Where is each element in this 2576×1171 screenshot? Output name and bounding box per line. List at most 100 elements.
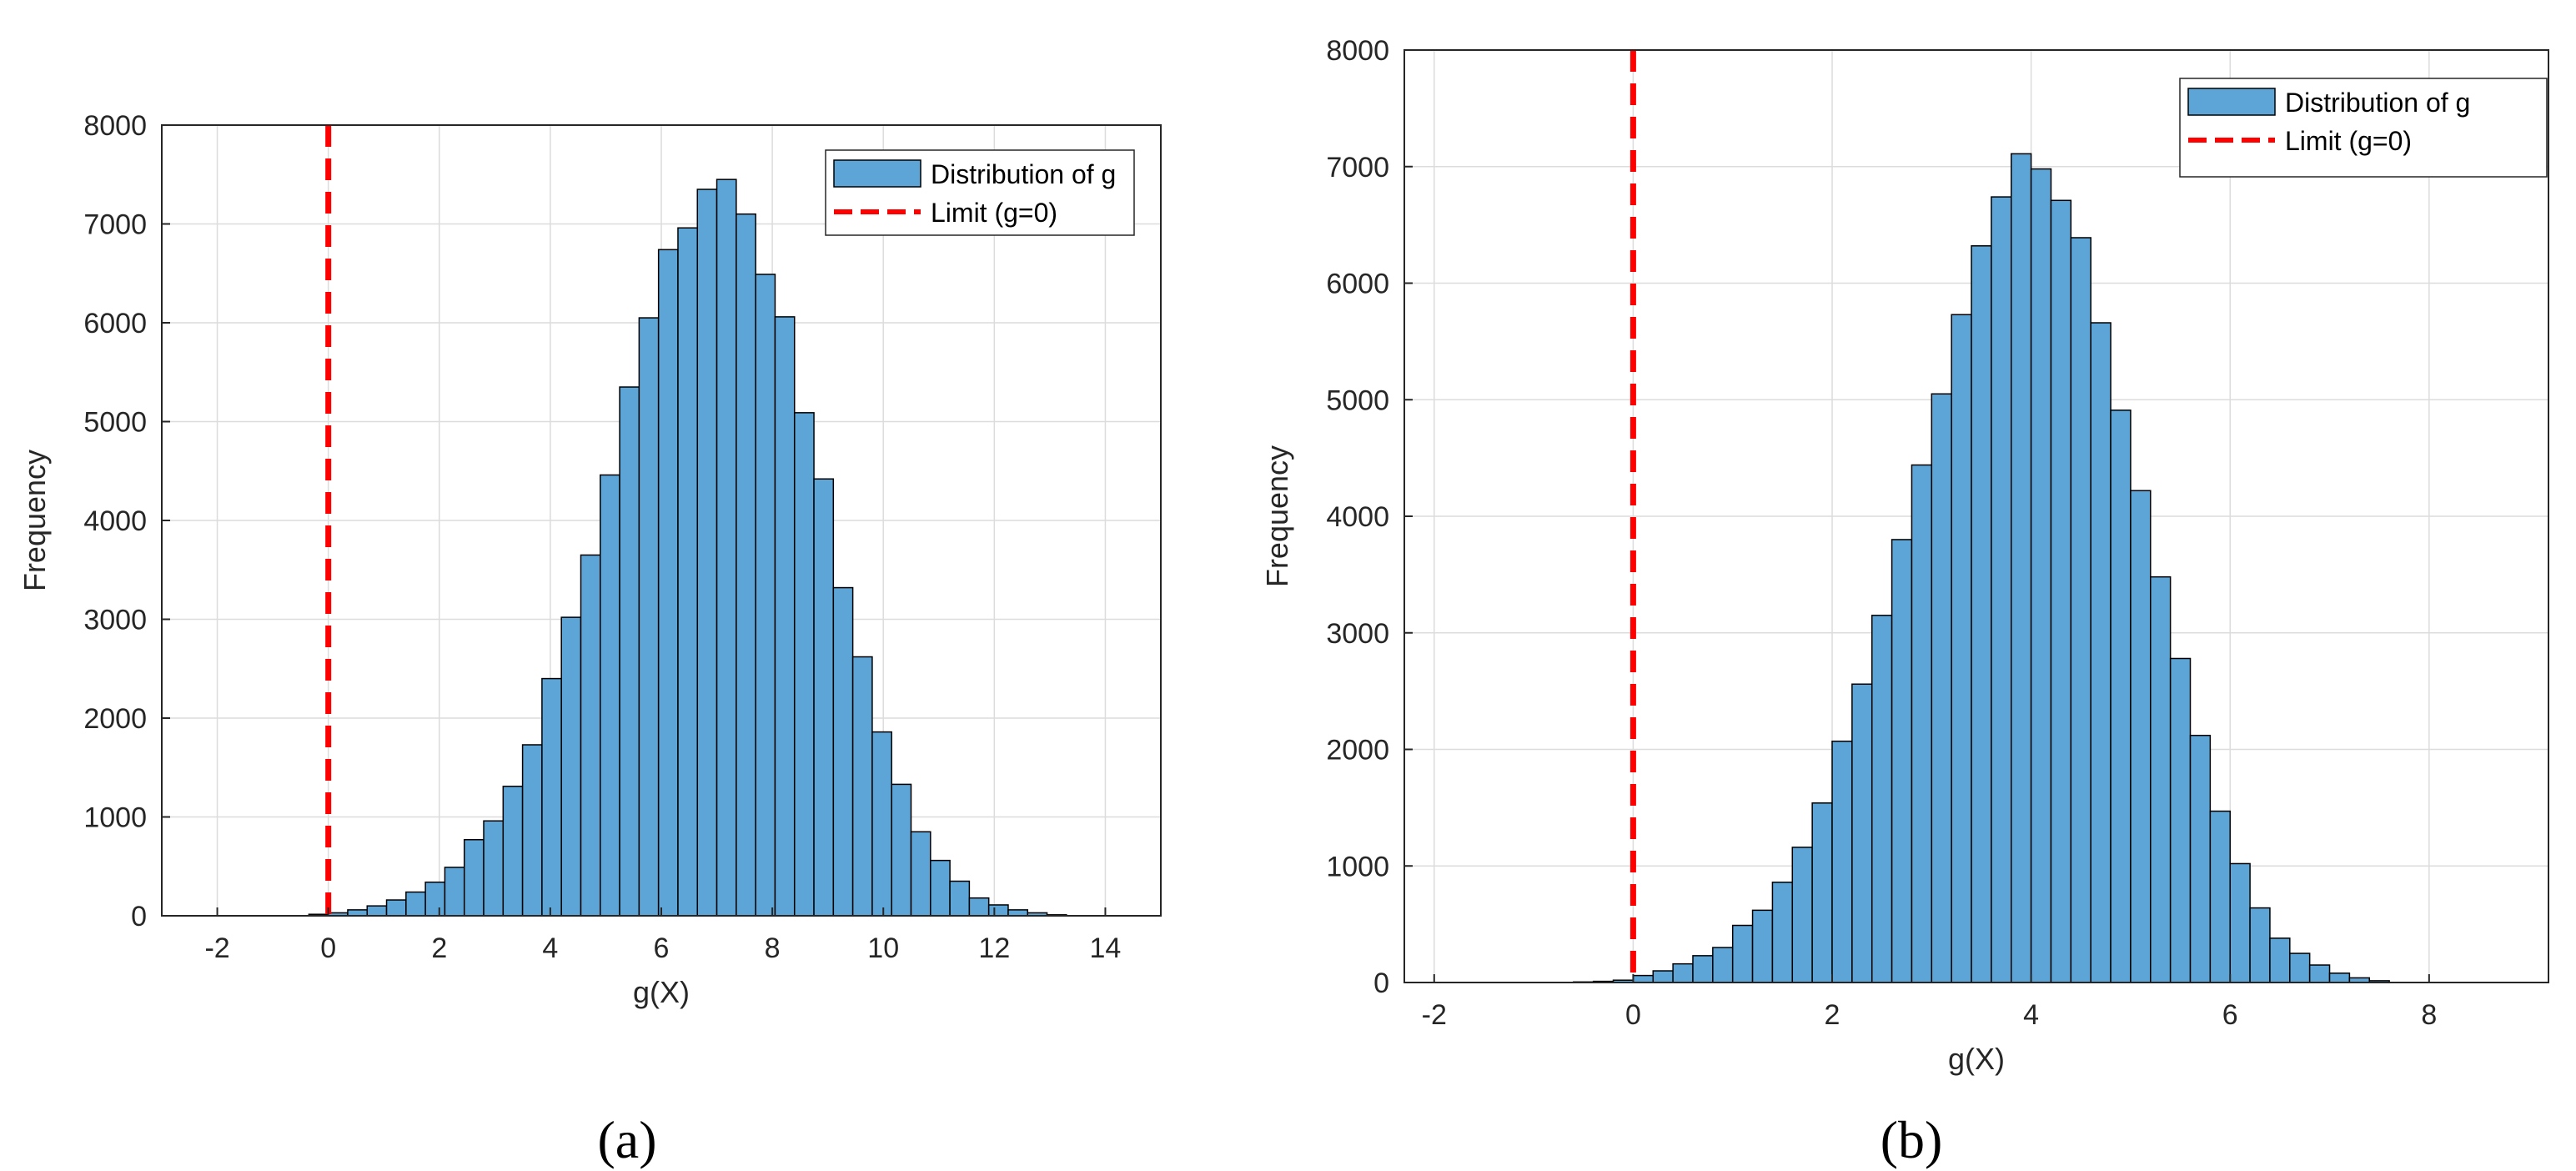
y-tick-label: 8000 xyxy=(1326,35,1389,67)
legend-entry-limit: Limit (g=0) xyxy=(931,198,1057,228)
histogram-bar xyxy=(1791,847,1813,983)
legend-bar-swatch xyxy=(2187,88,2276,116)
y-tick-label: 4000 xyxy=(1326,501,1389,533)
histogram-bar xyxy=(1751,909,1774,983)
x-ticks: -2 0 2 4 6 8 xyxy=(1422,974,2437,1031)
chart-b: -2 0 2 4 6 8 0 1000 2000 3000 4000 5000 6000 7000 800… xyxy=(1260,35,2549,1169)
histogram-bar xyxy=(1771,882,1794,983)
x-tick-label: 12 xyxy=(978,932,1010,964)
x-tick-label: 2 xyxy=(1825,999,1840,1031)
legend-entry-limit: Limit (g=0) xyxy=(2285,126,2412,156)
y-tick-label: 4000 xyxy=(83,505,147,537)
histogram-bar xyxy=(1991,196,2012,983)
histogram-bar xyxy=(444,867,465,917)
x-axis-label: g(X) xyxy=(633,975,690,1009)
histogram-bar xyxy=(736,213,756,917)
y-tick-label: 5000 xyxy=(83,407,147,439)
histogram-bar xyxy=(1652,970,1674,983)
histogram-bar xyxy=(2070,237,2091,983)
histogram-bar xyxy=(619,386,640,917)
histogram-bar xyxy=(1712,947,1734,983)
x-tick-label: 8 xyxy=(2421,999,2437,1031)
y-tick-label: 0 xyxy=(131,901,147,932)
histogram-bar xyxy=(1870,615,1893,983)
legend: Distribution of g Limit (g=0) xyxy=(825,149,1135,236)
y-tick-label: 7000 xyxy=(1326,152,1389,183)
histogram-bar xyxy=(1851,683,1873,983)
histogram-bar xyxy=(1632,974,1655,983)
histogram-bar xyxy=(2189,734,2212,983)
x-tick-label: 4 xyxy=(542,932,558,964)
histogram-bar xyxy=(949,880,971,917)
histogram-bar xyxy=(521,744,543,917)
histogram-bar xyxy=(2150,575,2172,983)
histogram-bar xyxy=(405,891,426,917)
histogram-bar xyxy=(1911,464,1933,983)
histogram-bar xyxy=(2050,199,2072,983)
x-axis-label: g(X) xyxy=(1948,1042,2005,1076)
histogram-bar xyxy=(385,899,407,917)
histogram-bar xyxy=(871,731,892,917)
histogram-bar xyxy=(1731,924,1754,983)
histogram-bar xyxy=(930,859,951,917)
x-ticks: -2 0 2 4 6 8 10 12 14 xyxy=(204,907,1121,964)
histogram-bar xyxy=(1891,539,1913,983)
histogram-bar xyxy=(2110,410,2132,983)
x-tick-label: 0 xyxy=(1625,999,1641,1031)
panel-label-b: (b) xyxy=(1881,1110,1943,1169)
histogram-bar xyxy=(657,249,679,917)
y-ticks: 0 1000 2000 3000 4000 5000 6000 7000 8000 xyxy=(1326,35,1413,999)
histogram-bar xyxy=(2030,168,2052,983)
x-tick-label: 6 xyxy=(654,932,670,964)
y-tick-label: 6000 xyxy=(83,308,147,339)
histogram-bar xyxy=(2328,972,2351,983)
x-tick-label: 10 xyxy=(867,932,899,964)
histogram-bar xyxy=(716,178,737,917)
histogram-bar xyxy=(1007,909,1029,917)
legend: Distribution of g Limit (g=0) xyxy=(2179,78,2548,178)
histogram-bar xyxy=(677,227,699,917)
histogram-bar xyxy=(1831,740,1853,983)
y-tick-label: 8000 xyxy=(83,110,147,142)
histogram-bar xyxy=(1951,314,1972,983)
histogram-bar xyxy=(2249,907,2271,983)
histogram-bar xyxy=(1811,802,1833,983)
legend-entry-distribution: Distribution of g xyxy=(931,159,1116,189)
histogram-bar xyxy=(910,831,931,917)
y-ticks: 0 1000 2000 3000 4000 5000 6000 7000 8000 xyxy=(83,110,170,932)
histogram-bar xyxy=(502,786,524,917)
histogram-bar xyxy=(813,478,835,917)
y-tick-label: 2000 xyxy=(1326,735,1389,766)
histogram-bar xyxy=(2090,322,2112,983)
histogram-bar xyxy=(483,820,505,917)
histogram-bar xyxy=(424,881,446,917)
x-tick-label: 2 xyxy=(431,932,447,964)
x-tick-label: -2 xyxy=(204,932,229,964)
histogram-bar xyxy=(560,616,582,917)
histogram-bar xyxy=(755,274,776,917)
histogram-bar xyxy=(463,839,485,917)
x-tick-label: -2 xyxy=(1422,999,1447,1031)
legend-entry-distribution: Distribution of g xyxy=(2285,88,2470,118)
y-tick-label: 1000 xyxy=(1326,851,1389,882)
histogram-bar xyxy=(366,905,388,917)
y-tick-label: 1000 xyxy=(83,802,147,834)
histogram-bar xyxy=(2169,657,2192,983)
chart-a: -2 0 2 4 6 8 10 12 14 0 1000 2000 3000 4000 5000 6000 7… xyxy=(18,110,1162,1169)
histogram-bar xyxy=(1931,393,1952,983)
histogram-bar xyxy=(968,897,990,917)
histogram-bar xyxy=(1971,245,1992,983)
histogram-bar xyxy=(347,909,369,917)
histogram-bar xyxy=(541,677,562,917)
histogram-bar xyxy=(2308,964,2331,983)
histogram-bar xyxy=(2130,490,2152,983)
histogram-bar xyxy=(793,412,815,917)
histogram-bar xyxy=(638,317,660,917)
histogram-bar xyxy=(2209,810,2231,983)
histogram-bars xyxy=(308,178,1067,917)
histogram-bar xyxy=(1672,962,1694,983)
y-tick-label: 2000 xyxy=(83,703,147,735)
histogram-bar xyxy=(580,554,601,917)
x-tick-label: 6 xyxy=(2222,999,2238,1031)
